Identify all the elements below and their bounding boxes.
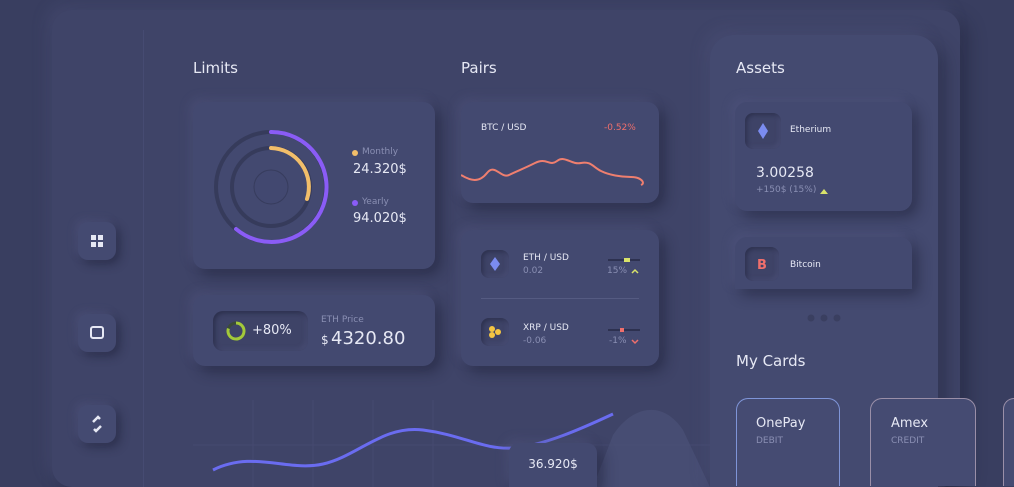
dashboard-button[interactable] xyxy=(78,222,116,260)
section-title: Pairs xyxy=(461,59,497,77)
limits-donut xyxy=(214,129,329,244)
wallet-button[interactable] xyxy=(78,314,116,352)
btc-card xyxy=(461,102,659,203)
section-title: Assets xyxy=(736,59,785,77)
trend xyxy=(608,258,640,274)
progress-ring xyxy=(226,321,246,341)
pair-change: -1% xyxy=(609,336,627,346)
pair-name: ETH / USD xyxy=(523,253,569,263)
card-type: DEBIT xyxy=(756,436,783,446)
pair-change: -0.52% xyxy=(604,123,636,133)
eth-icon xyxy=(481,250,509,278)
section-title: My Cards xyxy=(736,352,806,370)
card-type: CREDIT xyxy=(891,436,925,446)
pager-dots[interactable] xyxy=(806,313,842,323)
exchange-button[interactable] xyxy=(78,405,116,443)
icon xyxy=(90,326,104,339)
price-value: 4320.80 xyxy=(331,328,406,349)
card-name: Amex xyxy=(891,416,929,431)
asset-name: Bitcoin xyxy=(790,260,821,270)
separator xyxy=(481,298,639,299)
up-arrow xyxy=(820,189,828,194)
limit-value: 94.020$ xyxy=(353,211,407,226)
pair-name: BTC / USD xyxy=(481,123,527,133)
payment-card[interactable] xyxy=(736,398,840,486)
eth-icon xyxy=(745,113,781,149)
currency: $ xyxy=(321,333,329,347)
payment-card[interactable] xyxy=(1003,398,1014,486)
svg-text:B: B xyxy=(757,258,767,273)
trend xyxy=(608,328,640,345)
legend-label: Yearly xyxy=(362,197,389,207)
pair-value: -0.06 xyxy=(523,336,547,346)
icon xyxy=(92,415,102,433)
tooltip-text: 36.920$ xyxy=(528,457,578,471)
asset-change: +150$ (15%) xyxy=(756,185,817,195)
legend-dots xyxy=(352,150,358,206)
asset-value: 3.00258 xyxy=(756,165,814,181)
card-name: OnePay xyxy=(756,416,806,431)
price-label: ETH Price xyxy=(321,315,364,325)
progress-text: +80% xyxy=(252,323,292,338)
divider xyxy=(143,30,144,487)
icon xyxy=(91,235,103,247)
pair-name: XRP / USD xyxy=(523,323,569,333)
xrp-icon xyxy=(481,318,509,346)
limit-value: 24.320$ xyxy=(353,162,407,177)
pair-change: 15% xyxy=(607,266,628,276)
section-title: Limits xyxy=(193,59,238,77)
pair-value: 0.02 xyxy=(523,266,544,276)
sparkline xyxy=(461,158,644,186)
payment-card[interactable] xyxy=(870,398,976,486)
tooltip xyxy=(509,443,597,487)
legend-label: Monthly xyxy=(362,147,399,157)
btc-icon: B xyxy=(745,247,779,281)
balance-chart xyxy=(193,400,710,487)
asset-name: Etherium xyxy=(790,125,832,135)
